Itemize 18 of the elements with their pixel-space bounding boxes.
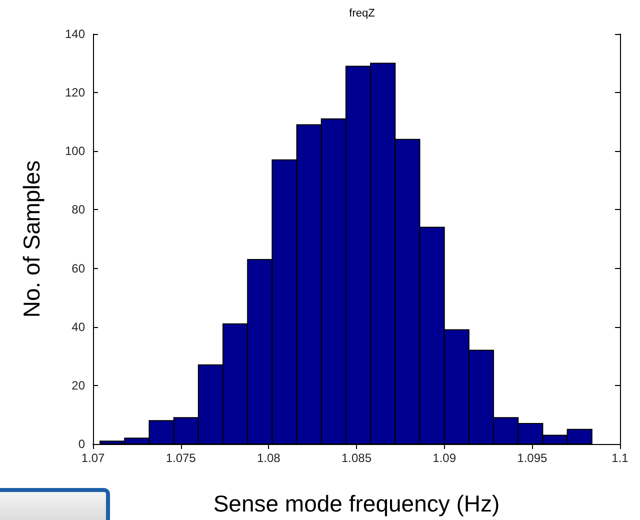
x-tick-label: 1.085 (341, 451, 372, 465)
chart-title: freqZ (349, 8, 376, 20)
x-tick-label: 1.1 (612, 451, 629, 465)
x-tick-label: 1.09 (432, 451, 456, 465)
x-tick-label: 1.08 (256, 451, 281, 465)
x-tick-label: 1.095 (517, 451, 548, 465)
x-tick-label: 1.075 (166, 451, 196, 465)
y-tick-label: 120 (64, 86, 86, 100)
y-axis-title: No. of Samples (18, 160, 44, 318)
y-tick-label: 60 (72, 261, 86, 276)
y-tick-label: 0 (78, 437, 86, 451)
y-tick-label: 80 (72, 202, 86, 217)
x-axis-title: Sense mode frequency (Hz) (213, 490, 500, 516)
y-tick-label: 100 (64, 144, 86, 158)
y-tick-label: 40 (72, 320, 86, 334)
x-tick-label: 1.07 (81, 451, 105, 465)
y-tick-label: 20 (72, 378, 86, 392)
y-tick-label: 140 (64, 27, 86, 41)
